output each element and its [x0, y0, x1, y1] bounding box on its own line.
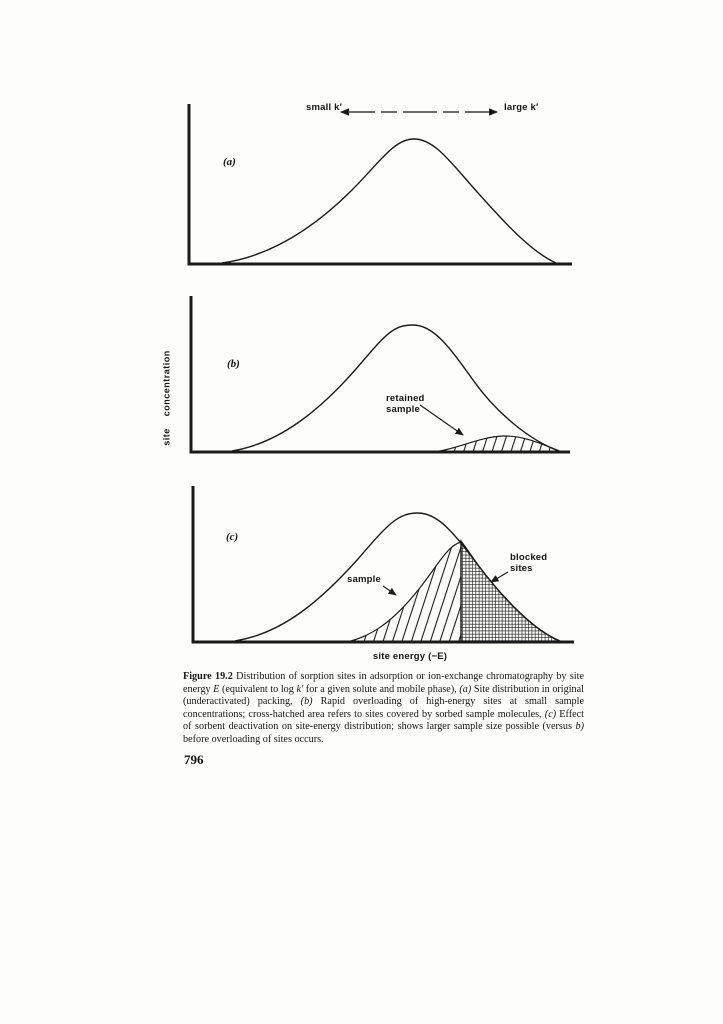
panel-b-distribution-curve — [231, 324, 560, 452]
panel-c — [191, 486, 574, 644]
panel-b-tag: (b) — [227, 358, 240, 370]
panel-a-distribution-curve — [221, 138, 557, 264]
blocked-sites-leader-arrow — [490, 571, 509, 583]
retained-sample-leader-arrow — [419, 404, 464, 436]
retained-sample-label: retained sample — [386, 393, 425, 415]
retained-sample-hatched-area — [437, 435, 561, 452]
panel-c-distribution-curve — [234, 512, 561, 642]
panel-a — [187, 104, 572, 266]
sample-leader-arrow — [382, 585, 397, 596]
sample-hatched-area — [349, 541, 462, 642]
large-k-label: large k′ — [504, 102, 539, 113]
sample-label: sample — [347, 574, 381, 585]
x-axis-label: site energy (−E) — [372, 651, 448, 662]
small-k-label: small k′ — [306, 102, 343, 113]
page-number: 796 — [184, 752, 204, 767]
blocked-sites-label: blocked sites — [510, 552, 548, 574]
panel-a-tag: (a) — [223, 156, 236, 168]
panel-c-tag: (c) — [226, 531, 239, 543]
figure-caption: Figure 19.2 Distribution of sorption sit… — [183, 671, 584, 745]
y-axis-label: site concentration — [161, 350, 172, 446]
panel-b — [189, 296, 570, 454]
